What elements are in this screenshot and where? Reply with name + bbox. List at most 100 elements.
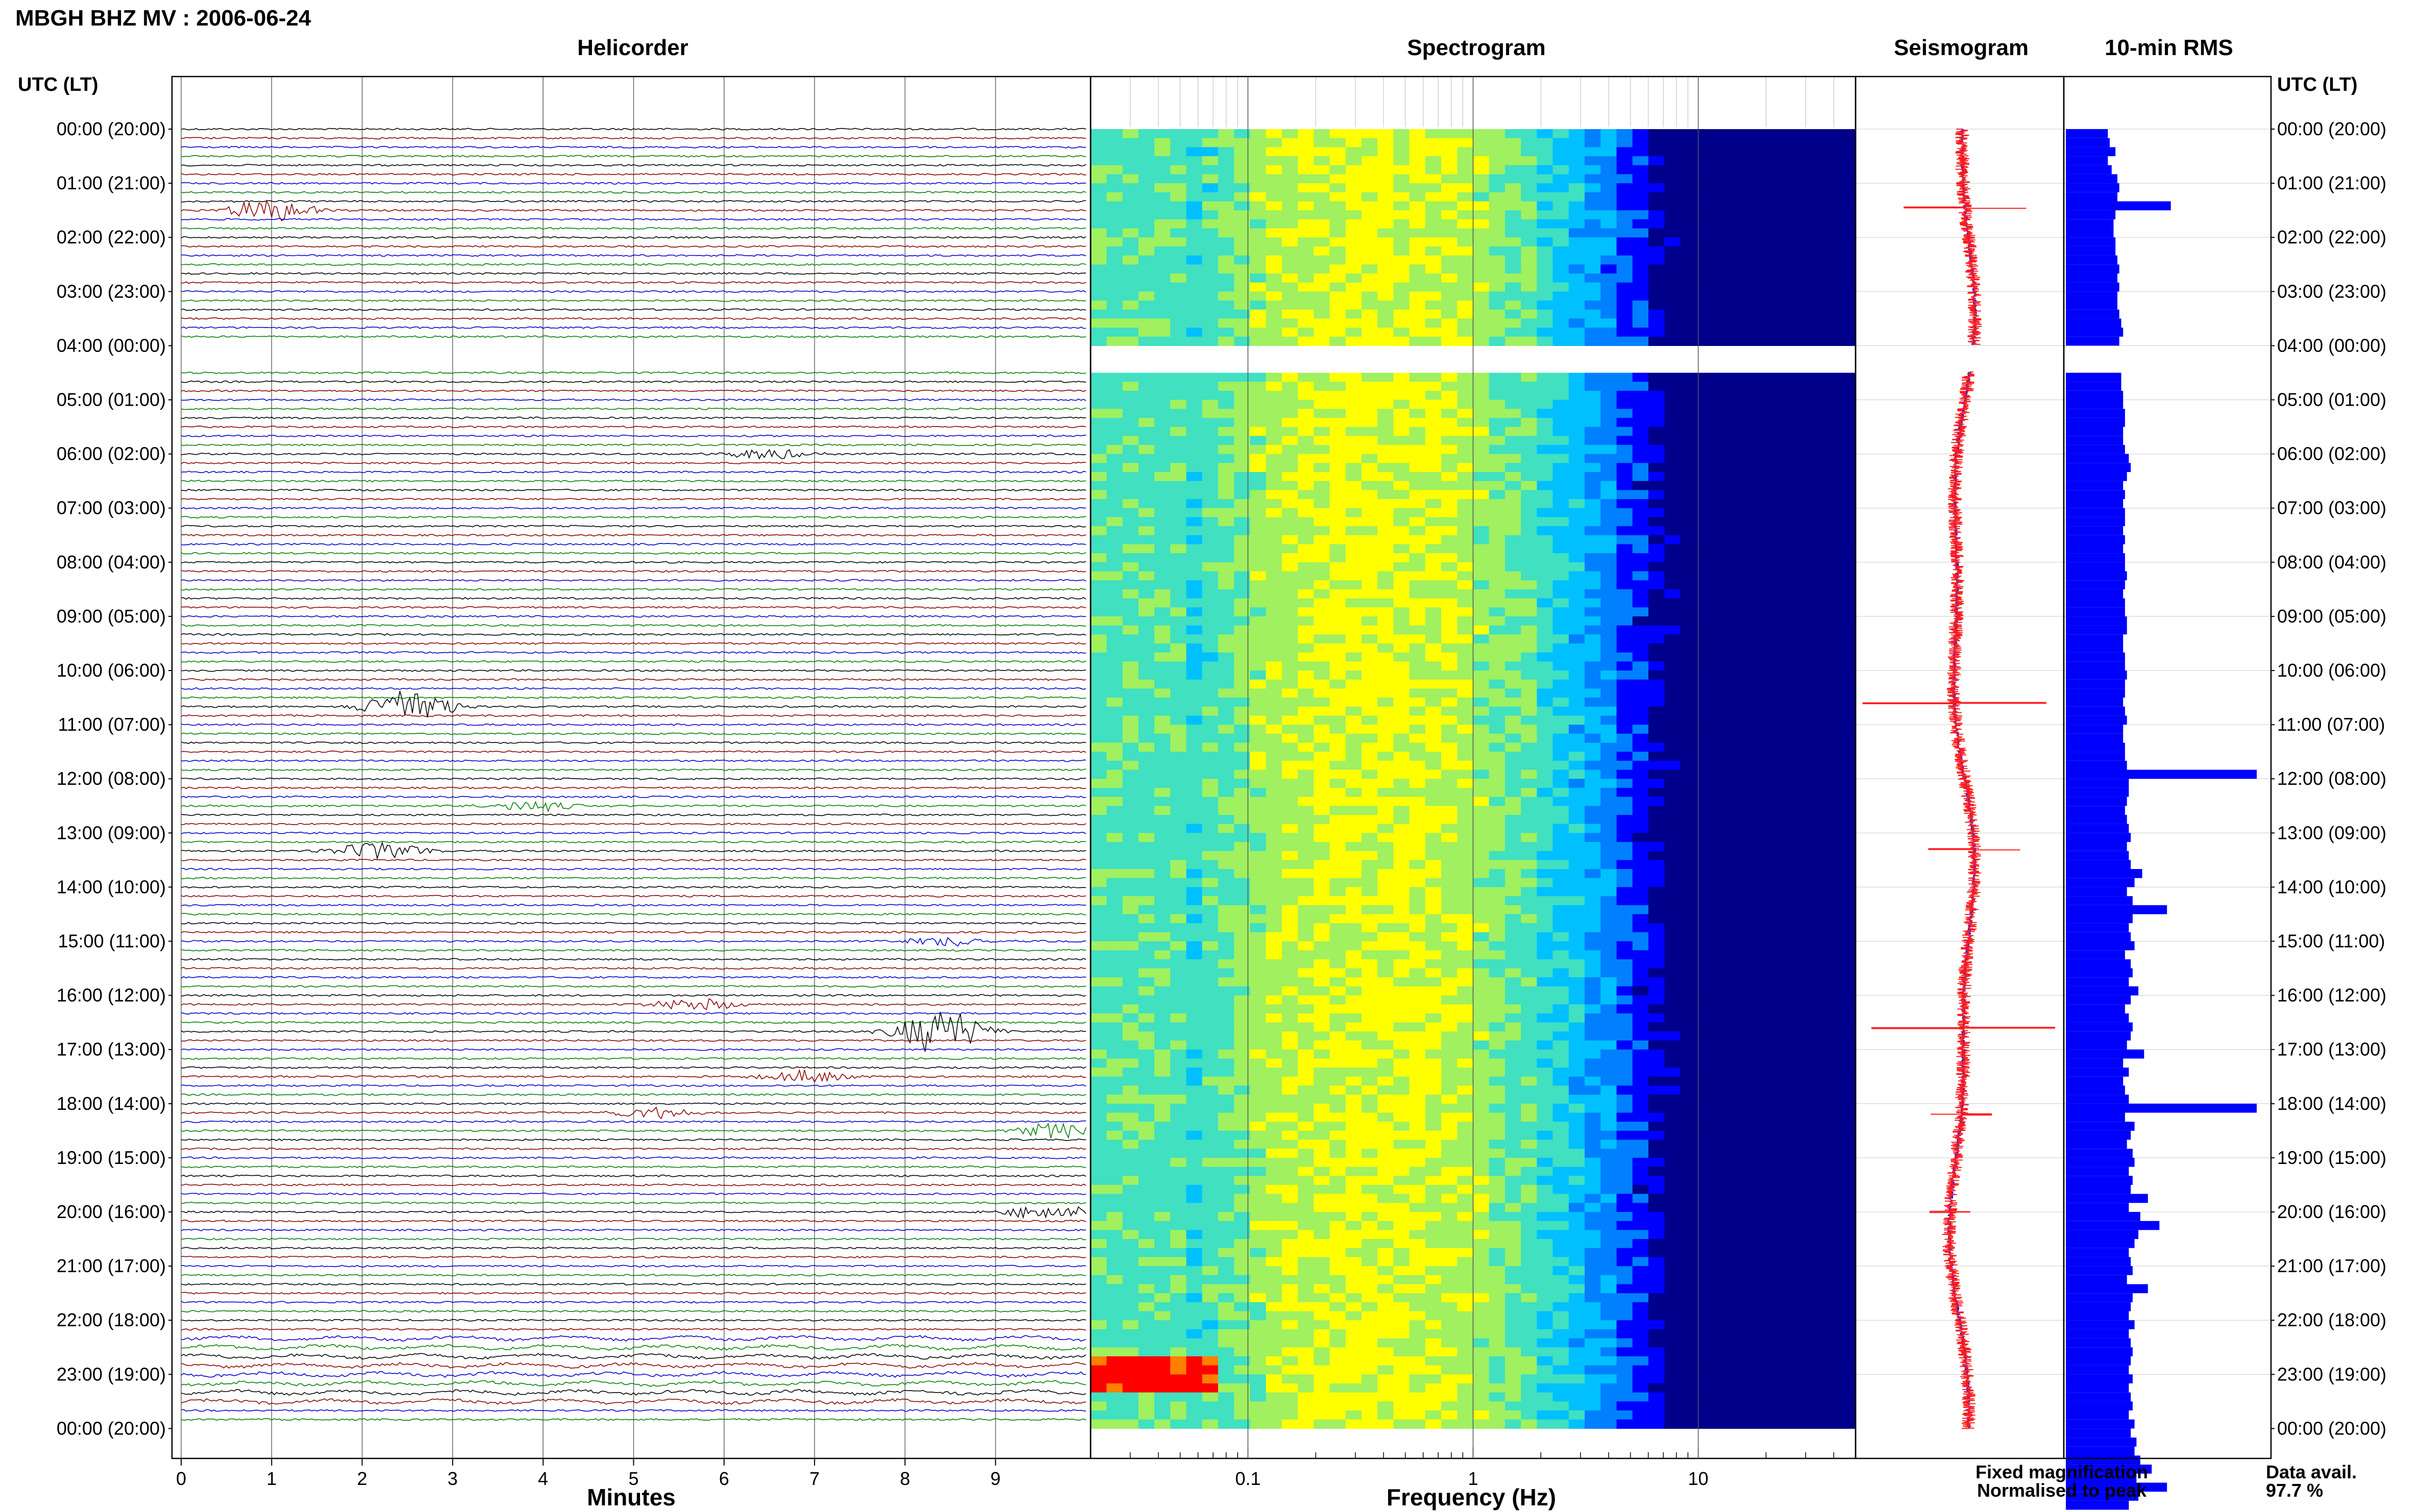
spectrogram-cell bbox=[1281, 373, 1298, 382]
spectrogram-cell bbox=[1568, 580, 1585, 590]
spectrogram-cell bbox=[1760, 138, 1776, 147]
spectrogram-cell bbox=[1473, 950, 1490, 960]
spectrogram-cell bbox=[1281, 165, 1298, 175]
spectrogram-cell bbox=[1696, 291, 1713, 301]
spectrogram-cell bbox=[1329, 454, 1346, 463]
helicorder-trace bbox=[181, 308, 1087, 311]
spectrogram-cell bbox=[1839, 598, 1856, 608]
spectrogram-cell bbox=[1298, 824, 1314, 833]
spectrogram-cell bbox=[1281, 797, 1298, 806]
spectrogram-cell bbox=[1345, 328, 1362, 337]
spectrogram-cell bbox=[1680, 526, 1697, 536]
spectrogram-cell bbox=[1170, 291, 1187, 301]
spectrogram-cell bbox=[1600, 508, 1617, 517]
spectrogram-cell bbox=[1585, 742, 1601, 752]
spectrogram-cell bbox=[1728, 508, 1744, 517]
spectrogram-cell bbox=[1808, 400, 1824, 409]
spectrogram-cell bbox=[1632, 417, 1649, 428]
spectrogram-cell bbox=[1760, 833, 1776, 842]
helicorder-trace bbox=[181, 1084, 1087, 1087]
spectrogram-cell bbox=[1775, 580, 1792, 590]
spectrogram-cell bbox=[1441, 165, 1458, 175]
spectrogram-cell bbox=[1552, 1013, 1569, 1023]
spectrogram-cell bbox=[1728, 400, 1744, 409]
spectrogram-cell bbox=[1775, 373, 1792, 382]
spectrogram-cell bbox=[1839, 725, 1856, 734]
spectrogram-cell bbox=[1616, 652, 1633, 662]
spectrogram-cell bbox=[1122, 1004, 1139, 1014]
spectrogram-cell bbox=[1170, 968, 1187, 978]
spectrogram-cell bbox=[1425, 688, 1442, 698]
spectrogram-cell bbox=[1648, 273, 1665, 283]
spectrogram-cell bbox=[1122, 986, 1139, 996]
spectrogram-cell bbox=[1250, 535, 1267, 545]
spectrogram-cell bbox=[1521, 733, 1537, 743]
spectrogram-cell bbox=[1823, 201, 1840, 211]
spectrogram-cell bbox=[1521, 1040, 1537, 1050]
spectrogram-cell bbox=[1393, 273, 1410, 283]
spectrogram-cell bbox=[1393, 255, 1410, 265]
spectrogram-cell bbox=[1648, 914, 1665, 924]
spectrogram-cell bbox=[1505, 878, 1521, 887]
spectrogram-cell bbox=[1473, 138, 1490, 147]
spectrogram-cell bbox=[1266, 725, 1282, 734]
spectrogram-cell bbox=[1839, 625, 1856, 635]
spectrogram-cell bbox=[1425, 932, 1442, 942]
spectrogram-cell bbox=[1760, 598, 1776, 608]
spectrogram-cell bbox=[1648, 1031, 1665, 1041]
spectrogram-cell bbox=[1505, 535, 1521, 545]
spectrogram-cell bbox=[1329, 986, 1346, 996]
spectrogram-cell bbox=[1234, 869, 1250, 879]
spectrogram-cell bbox=[1552, 842, 1569, 852]
spectrogram-cell bbox=[1600, 328, 1617, 337]
spectrogram-cell bbox=[1202, 959, 1219, 969]
spectrogram-cell bbox=[1266, 535, 1282, 545]
spectrogram-cell bbox=[1664, 237, 1681, 247]
spectrogram-cell bbox=[1505, 995, 1521, 1005]
y-tick-label: 01:00 (21:00) bbox=[57, 172, 166, 193]
spectrogram-cell bbox=[1170, 544, 1187, 554]
spectrogram-cell bbox=[1202, 301, 1219, 310]
spectrogram-cell bbox=[1696, 508, 1713, 517]
spectrogram-cell bbox=[1138, 427, 1155, 436]
spectrogram-cell bbox=[1632, 409, 1649, 418]
spectrogram-cell bbox=[1744, 580, 1761, 590]
spectrogram-cell bbox=[1552, 715, 1569, 725]
spectrogram-cell bbox=[1521, 553, 1537, 563]
spectrogram-cell bbox=[1329, 228, 1346, 238]
spectrogram-cell bbox=[1186, 869, 1203, 879]
spectrogram-cell bbox=[1839, 661, 1856, 671]
spectrogram-cell bbox=[1409, 463, 1426, 473]
spectrogram-cell bbox=[1760, 301, 1776, 310]
spectrogram-cell bbox=[1473, 968, 1490, 978]
spectrogram-cell bbox=[1377, 210, 1394, 220]
spectrogram-cell bbox=[1345, 671, 1362, 680]
spectrogram-cell bbox=[1361, 436, 1378, 445]
spectrogram-cell bbox=[1568, 129, 1585, 139]
spectrogram-cell bbox=[1648, 878, 1665, 887]
spectrogram-cell bbox=[1186, 1022, 1203, 1032]
spectrogram-cell bbox=[1425, 291, 1442, 301]
spectrogram-cell bbox=[1552, 400, 1569, 409]
spectrogram-cell bbox=[1489, 950, 1505, 960]
spectrogram-cell bbox=[1091, 219, 1107, 229]
spectrogram-cell bbox=[1648, 156, 1665, 166]
spectrogram-cell bbox=[1250, 833, 1267, 842]
spectrogram-cell bbox=[1298, 977, 1314, 987]
spectrogram-cell bbox=[1680, 797, 1697, 806]
spectrogram-cell bbox=[1808, 1004, 1824, 1014]
spectrogram-cell bbox=[1250, 382, 1267, 391]
spectrogram-cell bbox=[1648, 382, 1665, 391]
spectrogram-cell bbox=[1616, 725, 1633, 734]
spectrogram-cell bbox=[1473, 174, 1490, 184]
spectrogram-cell bbox=[1409, 390, 1426, 401]
spectrogram-cell bbox=[1361, 787, 1378, 798]
spectrogram-cell bbox=[1091, 1040, 1107, 1050]
spectrogram-cell bbox=[1202, 797, 1219, 806]
spectrogram-cell bbox=[1314, 1013, 1330, 1023]
spectrogram-cell bbox=[1281, 417, 1298, 428]
spectrogram-cell bbox=[1170, 409, 1187, 418]
spectrogram-cell bbox=[1345, 887, 1362, 897]
spectrogram-cell bbox=[1632, 318, 1649, 328]
spectrogram-cell bbox=[1568, 671, 1585, 680]
